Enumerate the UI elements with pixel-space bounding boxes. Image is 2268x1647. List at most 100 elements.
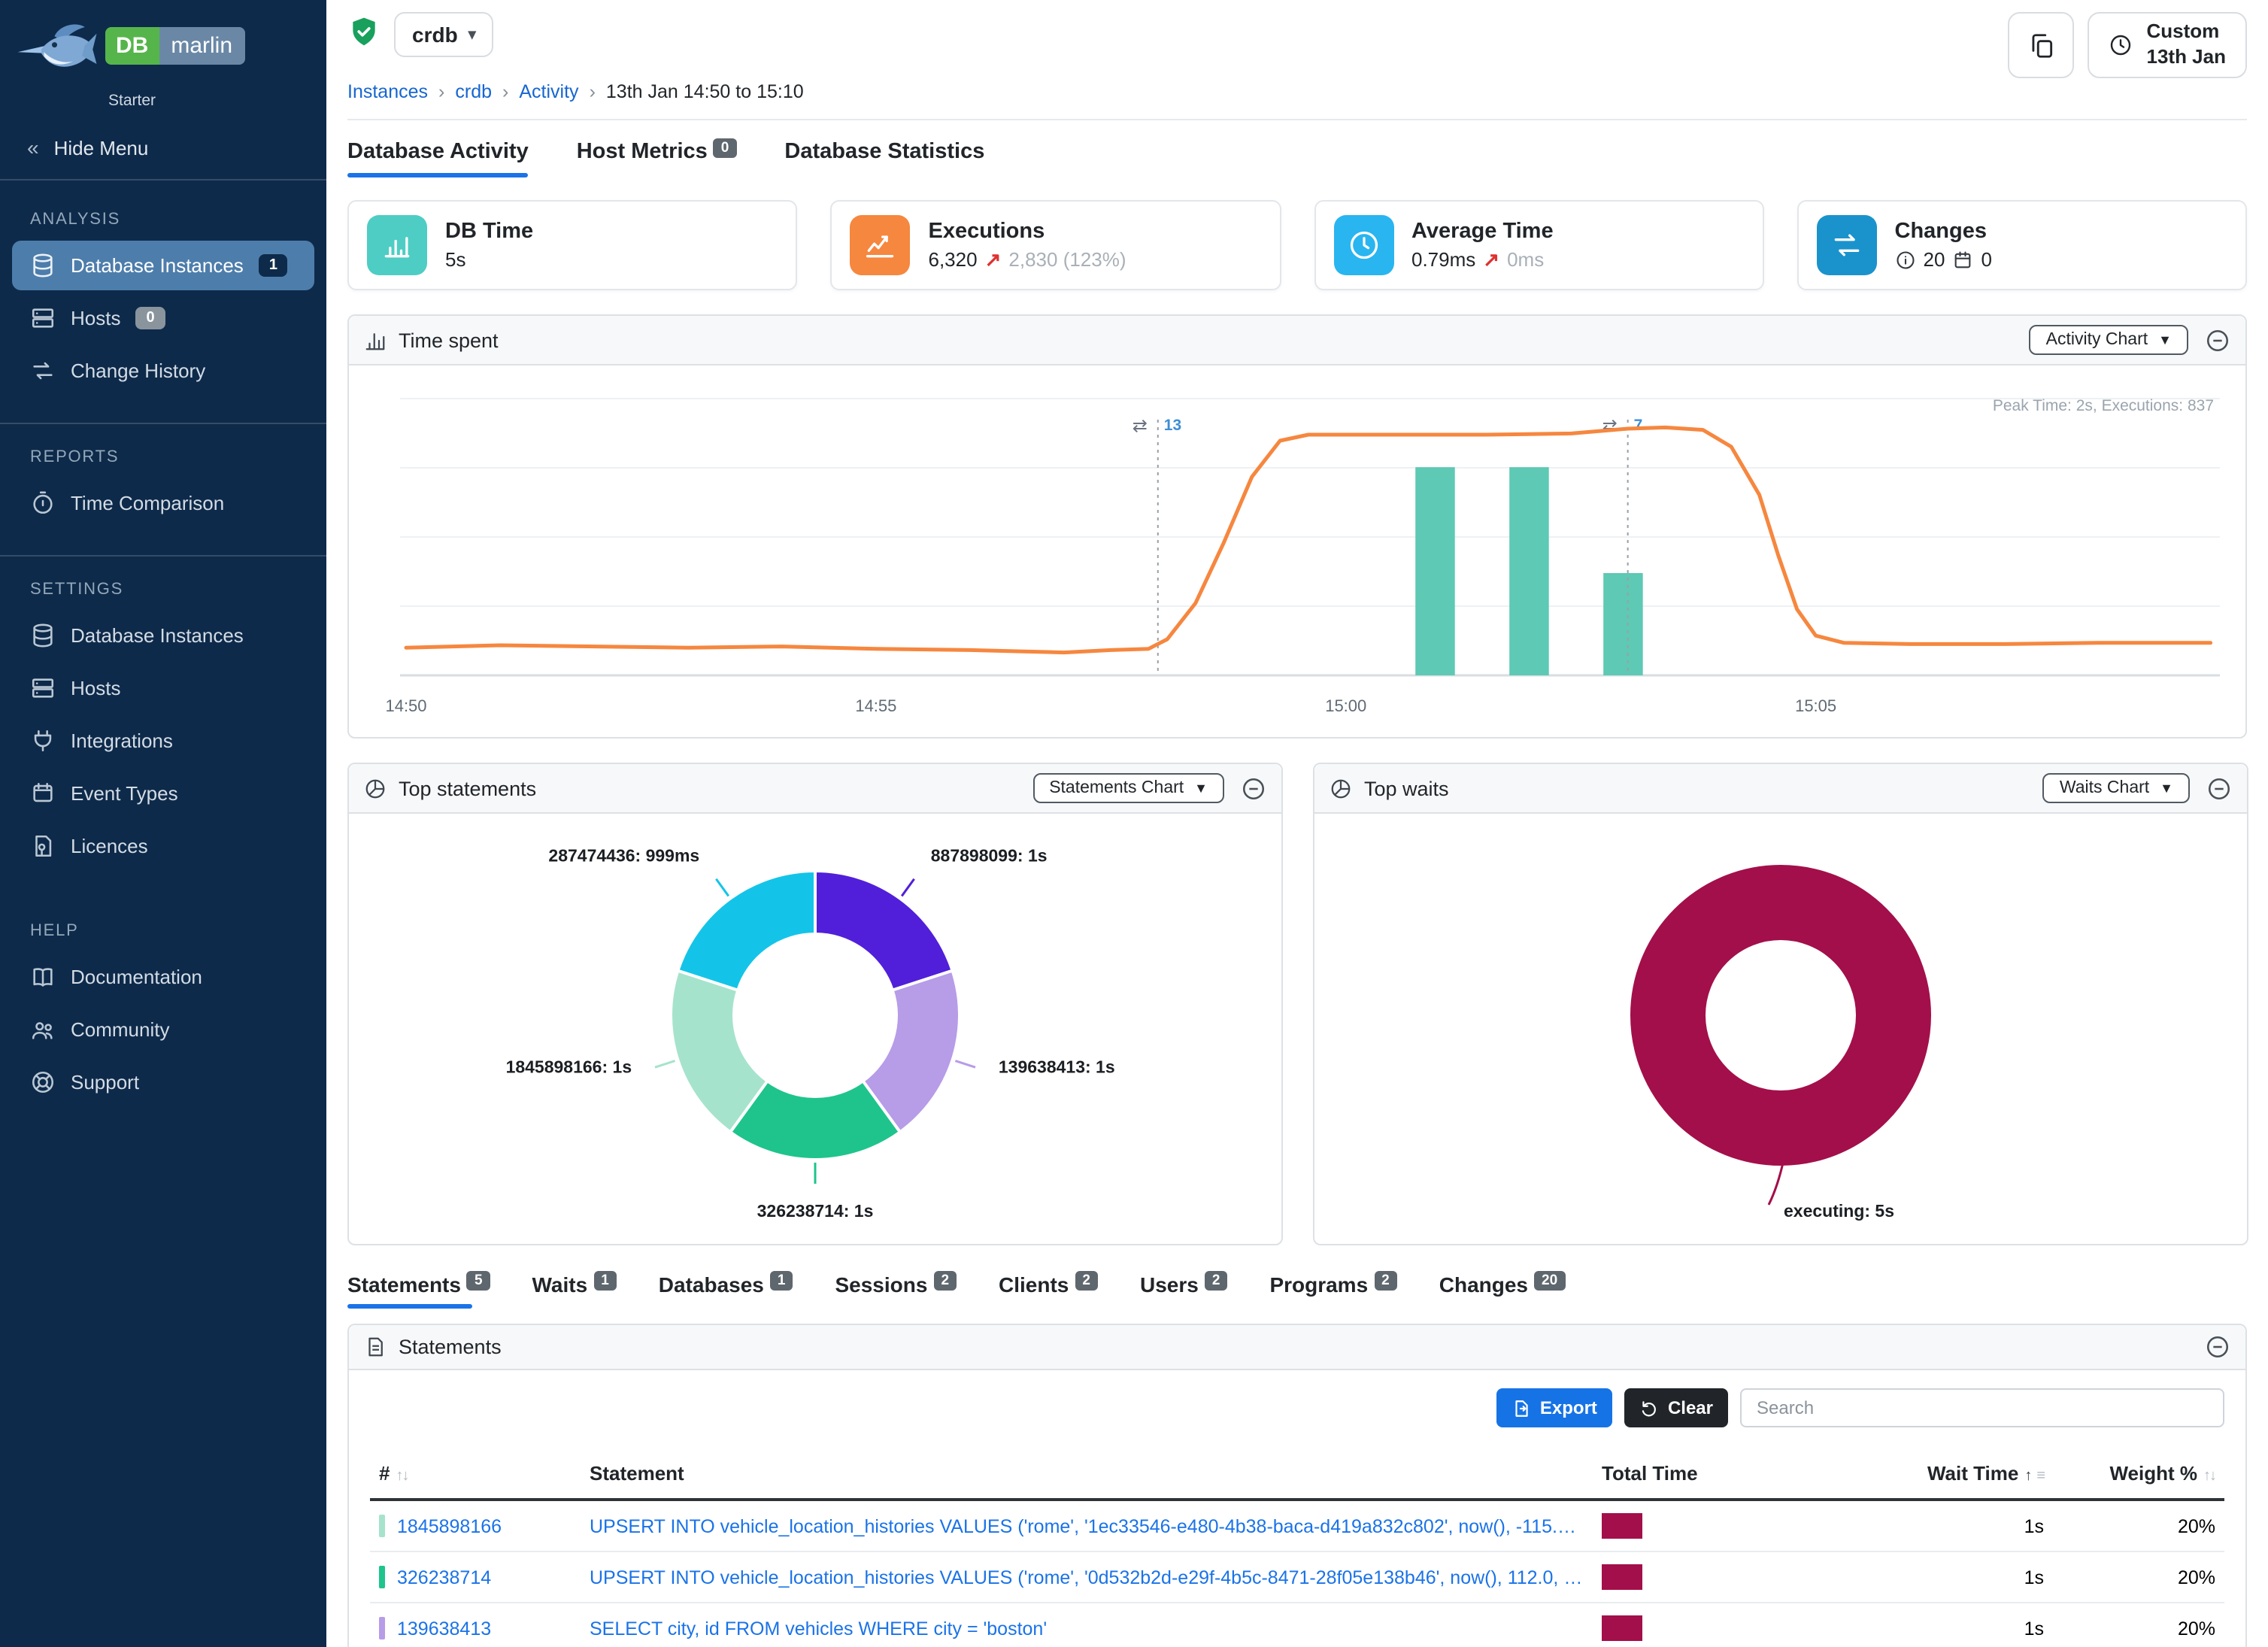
sidebar-item-label: Database Instances	[71, 624, 244, 647]
collapse-panel-icon[interactable]	[1241, 775, 1266, 801]
sidebar-item-label: Community	[71, 1018, 170, 1041]
undo-icon	[1642, 1400, 1656, 1416]
tab-databases[interactable]: Databases 1	[659, 1271, 793, 1309]
export-icon	[1515, 1400, 1528, 1416]
sort-icon: ≡	[2036, 1468, 2045, 1485]
kpi-info-value: 20	[1923, 248, 1945, 271]
statement-id-link[interactable]: 139638413	[397, 1618, 492, 1639]
sort-asc-icon: ↑	[2024, 1468, 2032, 1485]
sidebar-item-hosts[interactable]: Hosts 0	[12, 293, 314, 343]
column-header--[interactable]: # ↑↓	[370, 1448, 581, 1501]
logo: DB marlin	[0, 0, 326, 95]
kpi-title: DB Time	[445, 220, 534, 244]
tab-changes[interactable]: Changes 20	[1439, 1271, 1566, 1309]
sidebar-item-database-instances[interactable]: Database Instances 1	[12, 241, 314, 290]
sidebar-item-support[interactable]: Support	[12, 1057, 314, 1107]
export-button[interactable]: Export	[1496, 1388, 1612, 1427]
swap-icon	[33, 362, 53, 380]
sidebar-item-label: Event Types	[71, 782, 178, 805]
donut-slice-326238714[interactable]	[728, 1078, 902, 1161]
column-header-wait-time[interactable]: Wait Time ↑ ≡	[1779, 1448, 2053, 1501]
executions-bar[interactable]	[1603, 573, 1643, 675]
sidebar-item-label: Time Comparison	[71, 492, 225, 514]
line-chart-icon	[866, 235, 894, 258]
sidebar-item-integrations[interactable]: Integrations	[12, 716, 314, 766]
sidebar-item-community[interactable]: Community	[12, 1005, 314, 1054]
statement-link[interactable]: SELECT city, id FROM vehicles WHERE city…	[590, 1618, 1048, 1639]
sidebar-item-label: Database Instances	[71, 254, 244, 277]
kpi-value: 5s	[445, 248, 466, 271]
sidebar-item-time-comparison[interactable]: Time Comparison	[12, 478, 314, 528]
x-axis-tick: 15:00	[1325, 696, 1366, 715]
waits-chart-dropdown[interactable]: Waits Chart ▼	[2042, 773, 2190, 803]
copy-link-button[interactable]	[2008, 12, 2075, 78]
wait-time-cell: 1s	[1779, 1551, 2053, 1603]
tab-database-statistics[interactable]: Database Statistics	[784, 140, 985, 164]
top-statements-donut[interactable]: 887898099: 1s 139638413: 1s 326238714: 1s 1…	[349, 817, 1281, 1235]
sidebar-item-change-history[interactable]: Change History	[12, 346, 314, 396]
x-axis-tick: 15:05	[1795, 696, 1836, 715]
instance-selector[interactable]: crdb ▾	[394, 12, 494, 57]
collapse-panel-icon[interactable]	[2205, 1334, 2230, 1360]
tab-database-activity[interactable]: Database Activity	[347, 140, 529, 177]
support-icon	[32, 1071, 54, 1093]
executions-bar[interactable]	[1415, 467, 1455, 675]
tab-waits[interactable]: Waits 1	[532, 1271, 617, 1309]
statement-link[interactable]: UPSERT INTO vehicle_location_histories V…	[590, 1515, 1584, 1536]
top-waits-donut[interactable]: executing: 5s	[1314, 817, 2247, 1235]
tab-clients[interactable]: Clients 2	[999, 1271, 1098, 1309]
change-marker-icon[interactable]: ⇄	[1602, 416, 1618, 436]
sidebar-section-reports: REPORTS Time Comparison	[0, 423, 326, 528]
change-marker-icon[interactable]: ⇄	[1132, 416, 1148, 436]
donut-slice-1845898166[interactable]	[669, 969, 770, 1135]
activity-chart-dropdown[interactable]: Activity Chart ▼	[2029, 325, 2188, 355]
statement-id-link[interactable]: 326238714	[397, 1567, 492, 1588]
statements-chart-dropdown[interactable]: Statements Chart ▼	[1032, 773, 1224, 803]
sidebar-item-documentation[interactable]: Documentation	[12, 952, 314, 1002]
tab-statements[interactable]: Statements 5	[347, 1271, 490, 1309]
donut-label: 287474436: 999ms	[548, 845, 699, 865]
breadcrumb-item-instances[interactable]: Instances	[347, 81, 429, 102]
shield-check-icon	[347, 14, 381, 55]
sidebar-item-hosts[interactable]: Hosts	[12, 663, 314, 713]
sidebar-item-label: Support	[71, 1071, 140, 1093]
hide-menu-button[interactable]: « Hide Menu	[0, 116, 326, 180]
donut-slice-139638413[interactable]	[860, 969, 961, 1135]
count-badge: 1	[258, 254, 288, 277]
weight-cell: 20%	[2053, 1603, 2224, 1647]
donut-slice-287474436[interactable]	[675, 869, 817, 993]
column-header-total-time: Total Time	[1593, 1448, 1779, 1501]
top-statements-chart-body: 887898099: 1s 139638413: 1s 326238714: 1s 1…	[349, 814, 1281, 1244]
tab-host-metrics[interactable]: Host Metrics 0	[577, 138, 737, 177]
statement-link[interactable]: UPSERT INTO vehicle_location_histories V…	[590, 1567, 1584, 1588]
time-range-button[interactable]: Custom 13th Jan	[2088, 12, 2247, 78]
sidebar-item-database-instances[interactable]: Database Instances	[12, 611, 314, 660]
sidebar-item-licences[interactable]: Licences	[12, 821, 314, 871]
tab-sessions[interactable]: Sessions 2	[835, 1271, 957, 1309]
activity-chart[interactable]: ⇄ 13 ⇄ 7 14:50 14:55 15:00 15:05 Peak Time: 2s, …	[355, 378, 2236, 729]
breadcrumb-item-crdb[interactable]: crdb	[455, 81, 493, 102]
breadcrumb-item-activity[interactable]: Activity	[519, 81, 579, 102]
executions-bar[interactable]	[1509, 467, 1549, 675]
wait-time-cell: 1s	[1779, 1603, 2053, 1647]
main-tabs: Database Activity Host Metrics 0 Database S…	[347, 138, 2247, 177]
kpi-title: Changes	[1894, 220, 1988, 244]
collapse-panel-icon[interactable]	[2205, 327, 2230, 353]
donut-slice-executing[interactable]	[1630, 865, 1931, 1166]
tab-programs[interactable]: Programs 2	[1269, 1271, 1397, 1309]
table-row: 139638413 SELECT city, id FROM vehicles W…	[370, 1603, 2224, 1647]
clear-button[interactable]: Clear	[1624, 1388, 1728, 1427]
caret-down-icon: ▼	[1194, 781, 1208, 796]
time-spent-line[interactable]	[404, 425, 2213, 655]
statement-id-link[interactable]: 1845898166	[397, 1516, 502, 1537]
topbar: crdb ▾ Custom 13th Jan	[347, 0, 2247, 78]
tab-users[interactable]: Users 2	[1140, 1271, 1228, 1309]
column-header-weight-[interactable]: Weight % ↑↓	[2053, 1448, 2224, 1501]
donut-slice-887898099[interactable]	[814, 869, 955, 993]
breadcrumb-separator: ›	[589, 81, 596, 102]
collapse-panel-icon[interactable]	[2206, 775, 2232, 801]
breadcrumb-separator: ›	[438, 81, 445, 102]
search-input[interactable]	[1740, 1388, 2224, 1427]
kpi-card-db-time: DB Time 5s	[347, 200, 798, 290]
sidebar-item-event-types[interactable]: Event Types	[12, 769, 314, 818]
